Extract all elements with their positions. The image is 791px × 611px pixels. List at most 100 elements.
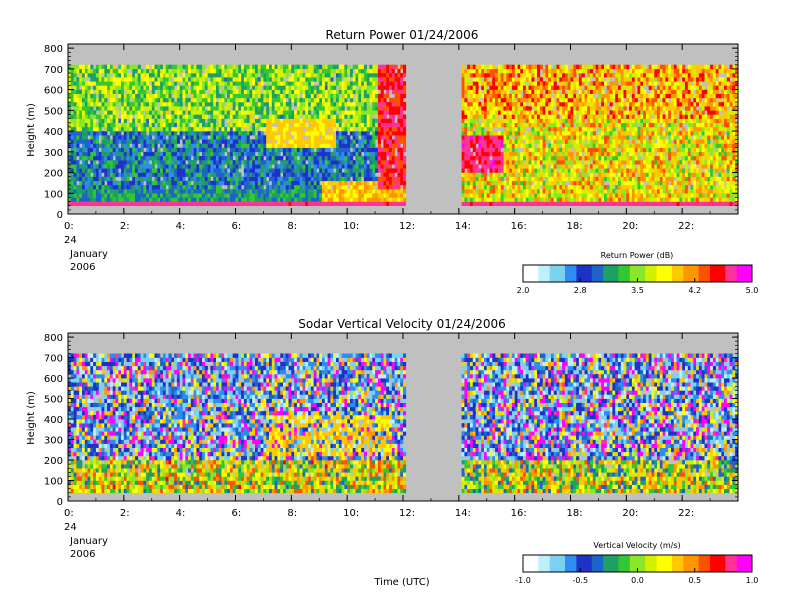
heatmap-cell (76, 143, 80, 148)
heatmap-cell (366, 172, 370, 177)
heatmap-cell (224, 110, 228, 115)
heatmap-cell (556, 102, 560, 107)
heatmap-cell (327, 156, 331, 161)
heatmap-cell (478, 168, 482, 173)
heatmap-cell (241, 201, 245, 206)
heatmap-cell (389, 193, 393, 198)
heatmap-cell (227, 106, 231, 111)
heatmap-cell (470, 126, 474, 132)
heatmap-cell (68, 143, 72, 148)
heatmap-cell (82, 135, 86, 140)
heatmap-cell (377, 139, 381, 144)
heatmap-cell (394, 197, 398, 202)
heatmap-cell (352, 110, 356, 115)
heatmap-cell (486, 106, 490, 111)
heatmap-cell (160, 160, 164, 165)
heatmap-cell (322, 185, 326, 190)
heatmap-cell (391, 77, 395, 82)
heatmap-cell (537, 122, 541, 128)
heatmap-cell (551, 106, 555, 111)
heatmap-cell (79, 185, 83, 190)
heatmap-cell (149, 164, 153, 169)
heatmap-cell (531, 114, 535, 119)
heatmap-cell (218, 193, 222, 198)
heatmap-cell (196, 197, 200, 202)
heatmap-cell (377, 189, 381, 194)
heatmap-cell (229, 93, 233, 99)
heatmap-cell (344, 102, 348, 107)
heatmap-cell (319, 197, 323, 202)
heatmap-cell (104, 147, 108, 153)
heatmap-cell (506, 64, 510, 70)
heatmap-cell (291, 168, 295, 173)
heatmap-cell (123, 110, 127, 115)
heatmap-cell (73, 126, 77, 132)
heatmap-cell (324, 97, 328, 103)
heatmap-cell (380, 151, 384, 157)
heatmap-cell (528, 106, 532, 111)
heatmap-cell (129, 189, 133, 194)
heatmap-cell (338, 118, 342, 123)
heatmap-cell (104, 143, 108, 148)
heatmap-cell (73, 139, 77, 144)
heatmap-cell (511, 193, 515, 198)
heatmap-cell (154, 118, 158, 123)
heatmap-cell (171, 164, 175, 169)
heatmap-cell (109, 168, 113, 173)
heatmap-cell (193, 81, 197, 86)
heatmap-cell (492, 93, 496, 99)
heatmap-cell (506, 81, 510, 86)
heatmap-cell (73, 164, 77, 169)
heatmap-cell (112, 93, 116, 99)
heatmap-cell (73, 151, 77, 157)
heatmap-cell (467, 77, 471, 82)
heatmap-cell (322, 97, 326, 103)
heatmap-cell (528, 156, 532, 161)
heatmap-cell (288, 135, 292, 140)
heatmap-cell (73, 197, 77, 202)
heatmap-cell (151, 68, 155, 74)
heatmap-cell (68, 185, 72, 190)
heatmap-cell (380, 176, 384, 182)
heatmap-cell (403, 73, 407, 78)
heatmap-cell (344, 172, 348, 177)
heatmap-cell (238, 172, 242, 177)
heatmap-cell (112, 131, 116, 136)
heatmap-cell (350, 185, 354, 190)
heatmap-cell (90, 147, 94, 153)
heatmap-cell (350, 189, 354, 194)
heatmap-cell (495, 97, 499, 103)
heatmap-cell (481, 68, 485, 74)
heatmap-cell (489, 118, 493, 123)
heatmap-cell (539, 189, 543, 194)
heatmap-cell (129, 172, 133, 177)
heatmap-cell (503, 160, 507, 165)
heatmap-cell (525, 193, 529, 198)
heatmap-cell (537, 68, 541, 74)
heatmap-cell (112, 189, 116, 194)
heatmap-cell (475, 97, 479, 103)
heatmap-cell (266, 89, 270, 94)
heatmap-cell (90, 93, 94, 99)
heatmap-cell (511, 139, 515, 144)
heatmap-cell (369, 68, 373, 74)
heatmap-cell (129, 64, 133, 70)
heatmap-cell (149, 114, 153, 119)
heatmap-cell (296, 110, 300, 115)
heatmap-cell (380, 160, 384, 165)
heatmap-cell (98, 106, 102, 111)
heatmap-cell (461, 126, 465, 132)
heatmap-cell (246, 135, 250, 140)
heatmap-cell (338, 172, 342, 177)
heatmap-cell (316, 126, 320, 132)
heatmap-cell (171, 118, 175, 123)
heatmap-cell (232, 102, 236, 107)
heatmap-cell (207, 118, 211, 123)
heatmap-cell (539, 122, 543, 128)
heatmap-cell (500, 106, 504, 111)
heatmap-cell (132, 160, 136, 165)
heatmap-cell (271, 156, 275, 161)
heatmap-cell (559, 176, 563, 182)
heatmap-cell (338, 147, 342, 153)
heatmap-cell (216, 89, 220, 94)
